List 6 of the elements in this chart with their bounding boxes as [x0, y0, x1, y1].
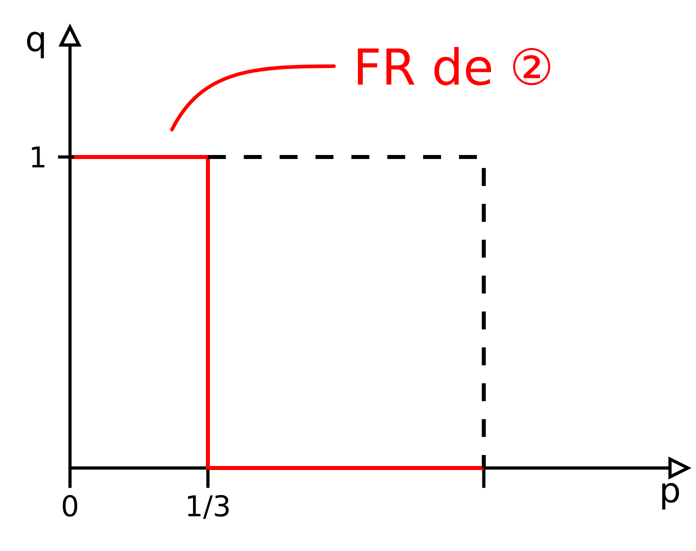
annotation: 1 — [32, 146, 44, 168]
x-axis-title: p — [662, 483, 680, 510]
x-tick-label: 1/3 — [188, 494, 229, 519]
x-tick-label: 0 — [62, 494, 78, 517]
text: FR de ② — [358, 46, 550, 86]
y-axis-title: q — [27, 32, 44, 58]
